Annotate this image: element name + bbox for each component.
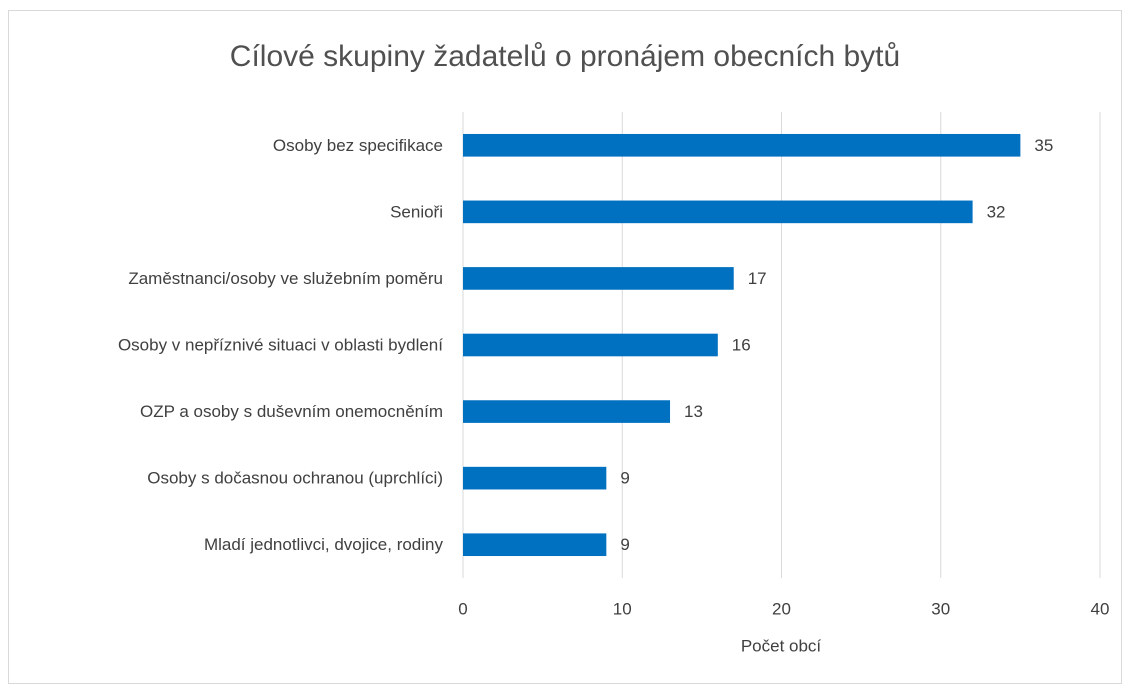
y-tick-label: Mladí jednotlivci, dvojice, rodiny: [204, 535, 444, 554]
bar: [463, 133, 1021, 157]
y-tick-label: Senioři: [390, 202, 443, 221]
x-tick-label: 30: [931, 599, 950, 618]
y-tick-label: Osoby v nepříznivé situaci v oblasti byd…: [118, 335, 443, 354]
bar: [463, 400, 671, 423]
data-label: 32: [987, 202, 1006, 221]
y-tick-label: Osoby s dočasnou ochranou (uprchlíci): [147, 469, 443, 488]
x-axis-label: Počet obcí: [741, 636, 822, 655]
data-label: 9: [620, 535, 629, 554]
data-label: 35: [1034, 136, 1053, 155]
y-tick-label: Zaměstnanci/osoby ve služebním poměru: [128, 269, 443, 288]
data-label: 16: [732, 335, 751, 354]
chart-title: Cílové skupiny žadatelů o pronájem obecn…: [230, 40, 900, 73]
x-tick-label: 10: [613, 599, 632, 618]
data-label: 17: [748, 269, 767, 288]
bar: [463, 200, 973, 224]
x-tick-label: 0: [458, 599, 467, 618]
y-tick-label: Osoby bez specifikace: [273, 136, 443, 155]
x-tick-label: 20: [772, 599, 791, 618]
data-label: 9: [620, 469, 629, 488]
bar: [463, 333, 718, 357]
x-tick-label: 40: [1091, 599, 1110, 618]
data-label: 13: [684, 402, 703, 421]
bar: [463, 466, 607, 490]
bar: [463, 267, 734, 290]
bar: [463, 533, 607, 557]
y-tick-label: OZP a osoby s duševním onemocněním: [140, 402, 443, 421]
